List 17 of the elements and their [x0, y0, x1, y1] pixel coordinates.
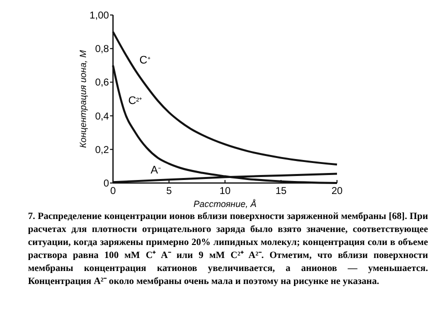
y-tick-label: 0,6 — [95, 78, 110, 89]
y-tick-label: 0,2 — [95, 144, 110, 156]
x-tick-label: 20 — [331, 186, 343, 197]
x-tick-label: 0 — [110, 186, 116, 197]
y-tick-label: 0,8 — [95, 44, 110, 56]
x-tick-label: 5 — [166, 186, 172, 197]
text: 7. Распределение концентрации ионов вблизи поверхности заряженной мембраны [68]. При расчетах для плотности отрицательного заряда было взято значение, соответствующее ситуации, когда заряжены примерно 20% липидных молекул; концентрация соли в объеме раствора равна 100 мМ C⁺ A⁻ или 9 мМ C²⁺ A²⁻. Отметим, что вблизи поверхности мембраны концентрация катионов увеличивается, а анионов — уменьшается. Концентрация A²⁻ около мембраны очень мала и поэтому на рисунке не указана. — [28, 210, 428, 288]
y-tick-label: 1,00 — [90, 10, 110, 22]
y-axis-title: Концентрация иона, М — [78, 50, 88, 148]
series-label: C²⁺ — [128, 94, 142, 107]
series-label: A⁻ — [150, 164, 161, 177]
x-tick-label: 15 — [275, 186, 287, 197]
y-tick-label: 0,4 — [95, 111, 110, 122]
series-label: C⁺ — [139, 54, 150, 66]
x-tick-label: 10 — [219, 186, 231, 197]
y-tick-label: 0 — [103, 178, 110, 190]
x-axis-title: Расстояние, Å — [194, 199, 256, 209]
